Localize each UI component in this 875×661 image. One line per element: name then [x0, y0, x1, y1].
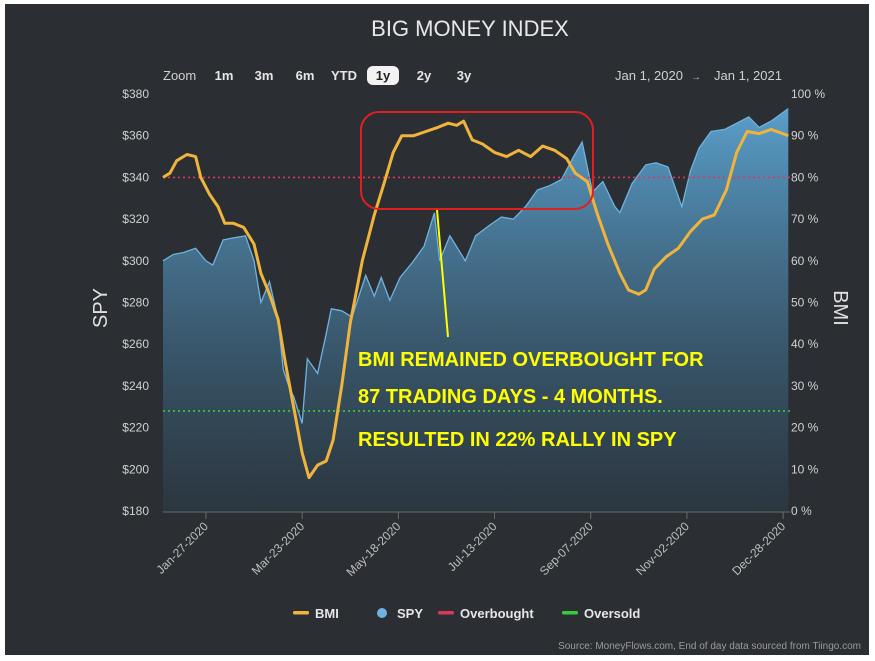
x-tick-label: Jul-13-2020	[445, 519, 500, 574]
zoom-button-3y[interactable]: 3y	[457, 68, 472, 83]
annotation-line-3: RESULTED IN 22% RALLY IN SPY	[358, 429, 677, 451]
zoom-bar: Zoom 1m 3m 6m YTD 1y 2y 3y	[163, 66, 472, 85]
legend-item-overbought[interactable]: Overbought	[438, 606, 534, 621]
y-left-tick-label: $380	[122, 87, 149, 101]
zoom-button-6m[interactable]: 6m	[296, 68, 315, 83]
annotation-pointer	[436, 209, 449, 338]
y-left-tick-label: $200	[122, 462, 149, 476]
y-left-tick-label: $320	[122, 212, 149, 226]
legend-label: Oversold	[584, 606, 640, 621]
y-left-tick-label: $220	[122, 421, 149, 435]
x-tick-label: Jan-27-2020	[153, 519, 211, 577]
legend-label: SPY	[397, 606, 423, 621]
legend-symbol	[377, 608, 387, 618]
y-axis-right-label: BMI	[829, 290, 851, 326]
zoom-button-label: 1y	[376, 68, 391, 83]
zoom-button-1y[interactable]: 1y	[367, 66, 399, 85]
range-to: Jan 1, 2021	[714, 68, 782, 83]
y-left-tick-label: $240	[122, 379, 149, 393]
y-axis-left-label: SPY	[90, 288, 112, 328]
range-from: Jan 1, 2020	[615, 68, 683, 83]
y-right-tick-label: 30 %	[791, 379, 819, 393]
y-right-tick-label: 0 %	[791, 504, 812, 518]
date-range: Jan 1, 2020 → Jan 1, 2021	[615, 68, 782, 83]
zoom-button-3m[interactable]: 3m	[255, 68, 274, 83]
source-note: Source: MoneyFlows.com, End of day data …	[558, 641, 861, 652]
chart-frame: BIG MONEY INDEX Zoom 1m 3m 6m YTD 1y 2y 3y Jan…	[5, 4, 869, 655]
y-right-tick-label: 50 %	[791, 296, 819, 310]
y-left-tick-label: $300	[122, 254, 149, 268]
x-tick-label: Sep-07-2020	[537, 519, 596, 578]
bmi-line	[162, 119, 789, 480]
legend-item-oversold[interactable]: Oversold	[562, 606, 640, 621]
y-right-tick-label: 60 %	[791, 254, 819, 268]
x-tick-label: May-18-2020	[344, 519, 404, 579]
legend-item-spy[interactable]: SPY	[377, 606, 423, 621]
zoom-button-ytd[interactable]: YTD	[331, 68, 357, 83]
y-left-tick-label: $180	[122, 504, 149, 518]
legend-symbol	[562, 611, 578, 615]
y-left-tick-label: $260	[122, 337, 149, 351]
x-tick-label: Dec-28-2020	[729, 519, 788, 578]
zoom-label: Zoom	[163, 68, 196, 83]
annotation-line-1: BMI REMAINED OVERBOUGHT FOR	[358, 349, 704, 371]
annotation-line-2: 87 TRADING DAYS - 4 MONTHS.	[358, 386, 663, 408]
legend-symbol	[293, 611, 309, 615]
zoom-button-label: 1m	[215, 68, 234, 83]
zoom-button-2y[interactable]: 2y	[417, 68, 432, 83]
y-left-tick-label: $280	[122, 296, 149, 310]
y-right-tick-label: 10 %	[791, 462, 819, 476]
chart-title: BIG MONEY INDEX	[371, 16, 569, 41]
plot-area	[162, 108, 790, 511]
y-left-tick-label: $340	[122, 170, 149, 184]
spy-line	[162, 108, 789, 424]
big-money-index-chart: BIG MONEY INDEX Zoom 1m 3m 6m YTD 1y 2y 3y Jan…	[90, 16, 861, 652]
zoom-button-label: 3m	[255, 68, 274, 83]
legend-item-bmi[interactable]: BMI	[293, 606, 339, 621]
y-right-tick-label: 70 %	[791, 212, 819, 226]
legend: BMI SPY Overbought Oversold	[293, 606, 640, 621]
y-right-tick-label: 90 %	[791, 129, 819, 143]
y-right-tick-label: 20 %	[791, 421, 819, 435]
range-arrow-icon: →	[691, 72, 701, 83]
y-left-tick-label: $360	[122, 129, 149, 143]
y-right-tick-label: 80 %	[791, 170, 819, 184]
y-right-tick-label: 100 %	[791, 87, 825, 101]
zoom-button-1m[interactable]: 1m	[215, 68, 234, 83]
annotation: BMI REMAINED OVERBOUGHT FOR 87 TRADING D…	[358, 111, 704, 451]
zoom-button-label: 2y	[417, 68, 432, 83]
zoom-button-label: 3y	[457, 68, 472, 83]
x-tick-label: Mar-23-2020	[249, 519, 308, 578]
zoom-button-label: 6m	[296, 68, 315, 83]
zoom-button-label: YTD	[331, 68, 357, 83]
legend-label: BMI	[315, 606, 339, 621]
overbought-highlight-box	[360, 111, 594, 210]
y-right-tick-label: 40 %	[791, 337, 819, 351]
x-tick-label: Nov-02-2020	[633, 519, 692, 578]
legend-symbol	[438, 611, 454, 615]
legend-label: Overbought	[460, 606, 534, 621]
